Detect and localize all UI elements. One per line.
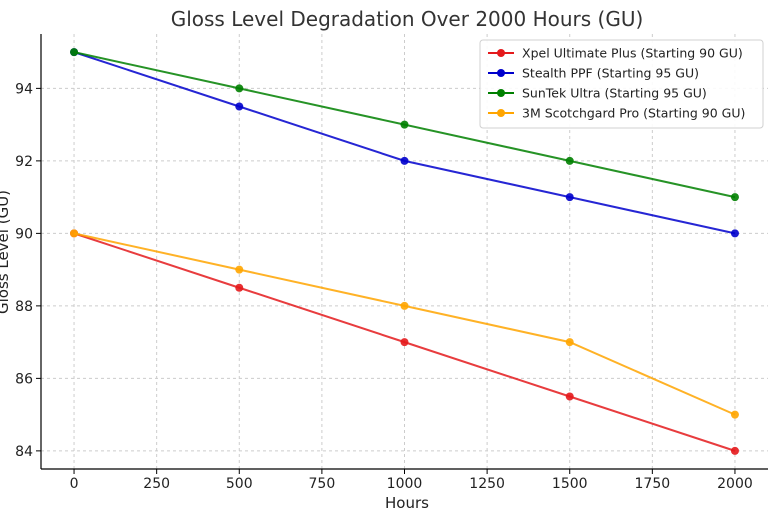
- x-tick-label: 1750: [635, 476, 671, 492]
- legend-item: SunTek Ultra (Starting 95 GU): [488, 86, 707, 101]
- legend-marker: [497, 109, 505, 117]
- data-point: [70, 229, 79, 238]
- y-tick-label: 90: [15, 226, 33, 242]
- data-point: [235, 102, 244, 111]
- legend-item: Xpel Ultimate Plus (Starting 90 GU): [488, 46, 743, 61]
- legend-label: Xpel Ultimate Plus (Starting 90 GU): [522, 46, 743, 61]
- data-point: [235, 84, 244, 93]
- ticks: 0 250 500 750 1000 1250 1500 1750 2000 84 86 88 90 92…: [15, 81, 753, 492]
- x-tick-label: 750: [309, 476, 336, 492]
- data-point: [730, 410, 739, 419]
- x-tick-label: 2000: [717, 476, 753, 492]
- data-point: [70, 48, 79, 57]
- series-4: [70, 229, 739, 419]
- data-point: [565, 338, 574, 347]
- legend-marker: [497, 89, 505, 97]
- data-point: [565, 156, 574, 165]
- series-layer: [70, 48, 739, 455]
- x-tick-label: 1000: [387, 476, 423, 492]
- y-tick-label: 86: [15, 371, 33, 387]
- data-point: [235, 265, 244, 274]
- data-point: [730, 193, 739, 202]
- legend: Xpel Ultimate Plus (Starting 90 GU) Steal…: [479, 39, 764, 129]
- legend-item: Stealth PPF (Starting 95 GU): [488, 66, 699, 81]
- data-point: [400, 120, 409, 129]
- data-point: [400, 301, 409, 310]
- x-tick-label: 500: [226, 476, 253, 492]
- y-tick-label: 92: [15, 154, 33, 170]
- legend-label: Stealth PPF (Starting 95 GU): [522, 66, 699, 81]
- legend-item: 3M Scotchgard Pro (Starting 90 GU): [488, 106, 745, 121]
- legend-marker: [497, 49, 505, 57]
- y-tick-label: 88: [15, 299, 33, 315]
- x-tick-label: 1500: [552, 476, 588, 492]
- legend-label: 3M Scotchgard Pro (Starting 90 GU): [522, 106, 745, 121]
- data-point: [730, 446, 739, 455]
- y-tick-label: 84: [15, 444, 33, 460]
- legend-label: SunTek Ultra (Starting 95 GU): [522, 86, 707, 101]
- x-tick-label: 0: [70, 476, 79, 492]
- data-point: [565, 392, 574, 401]
- data-point: [400, 156, 409, 165]
- x-tick-label: 1250: [469, 476, 505, 492]
- x-tick-label: 250: [143, 476, 170, 492]
- chart-title: Gloss Level Degradation Over 2000 Hours …: [171, 7, 644, 31]
- y-tick-label: 94: [15, 81, 33, 97]
- data-point: [400, 338, 409, 347]
- data-point: [235, 283, 244, 292]
- legend-box: [479, 39, 764, 129]
- series-3: [70, 48, 739, 202]
- legend-marker: [497, 69, 505, 77]
- data-point: [730, 229, 739, 238]
- data-point: [565, 193, 574, 202]
- y-axis-label: Gloss Level (GU): [0, 190, 12, 314]
- x-axis-label: Hours: [385, 494, 429, 512]
